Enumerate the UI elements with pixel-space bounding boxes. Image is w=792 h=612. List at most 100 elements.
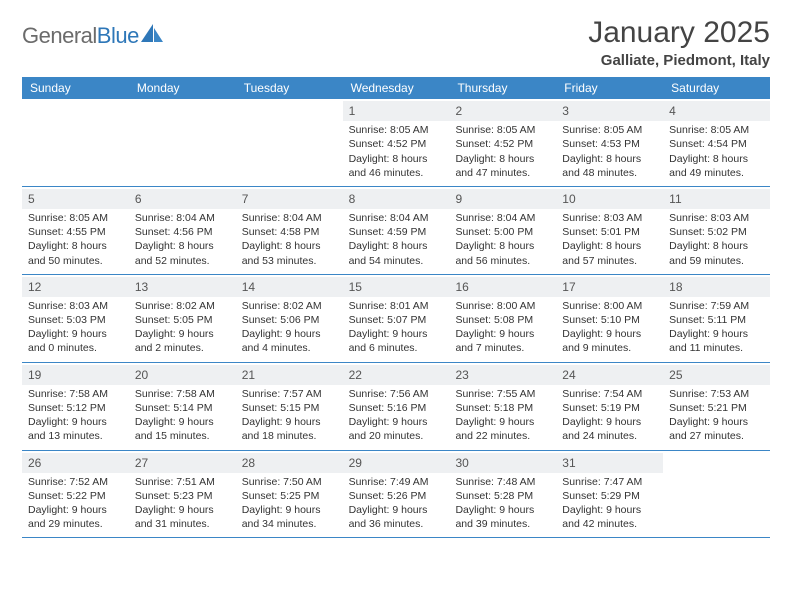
- day-number: 17: [556, 277, 663, 297]
- day-daylight1: Daylight: 9 hours: [135, 503, 230, 517]
- day-sunrise: Sunrise: 8:04 AM: [455, 211, 550, 225]
- day-daylight2: and 18 minutes.: [242, 429, 337, 443]
- day-daylight2: and 49 minutes.: [669, 166, 764, 180]
- day-daylight2: and 7 minutes.: [455, 341, 550, 355]
- day-number: 13: [129, 277, 236, 297]
- day-sunrise: Sunrise: 8:02 AM: [135, 299, 230, 313]
- day-sunset: Sunset: 5:01 PM: [562, 225, 657, 239]
- day-cell: 6Sunrise: 8:04 AMSunset: 4:56 PMDaylight…: [129, 187, 236, 274]
- sail-icon: [139, 22, 165, 49]
- day-cell: [129, 99, 236, 186]
- day-sunset: Sunset: 5:08 PM: [455, 313, 550, 327]
- day-sunset: Sunset: 5:06 PM: [242, 313, 337, 327]
- day-sunset: Sunset: 5:18 PM: [455, 401, 550, 415]
- day-sunrise: Sunrise: 8:02 AM: [242, 299, 337, 313]
- day-sunrise: Sunrise: 8:05 AM: [455, 123, 550, 137]
- day-cell: 22Sunrise: 7:56 AMSunset: 5:16 PMDayligh…: [343, 363, 450, 450]
- day-sunrise: Sunrise: 8:03 AM: [562, 211, 657, 225]
- day-cell: 2Sunrise: 8:05 AMSunset: 4:52 PMDaylight…: [449, 99, 556, 186]
- day-number: 19: [22, 365, 129, 385]
- day-cell: 13Sunrise: 8:02 AMSunset: 5:05 PMDayligh…: [129, 275, 236, 362]
- day-daylight1: Daylight: 9 hours: [669, 415, 764, 429]
- week-row: 1Sunrise: 8:05 AMSunset: 4:52 PMDaylight…: [22, 99, 770, 187]
- day-daylight1: Daylight: 9 hours: [28, 327, 123, 341]
- day-sunset: Sunset: 5:05 PM: [135, 313, 230, 327]
- day-number: 6: [129, 189, 236, 209]
- day-sunrise: Sunrise: 7:58 AM: [28, 387, 123, 401]
- day-sunset: Sunset: 5:07 PM: [349, 313, 444, 327]
- day-daylight2: and 24 minutes.: [562, 429, 657, 443]
- day-cell: 7Sunrise: 8:04 AMSunset: 4:58 PMDaylight…: [236, 187, 343, 274]
- day-cell: 25Sunrise: 7:53 AMSunset: 5:21 PMDayligh…: [663, 363, 770, 450]
- day-sunrise: Sunrise: 7:49 AM: [349, 475, 444, 489]
- day-daylight2: and 50 minutes.: [28, 254, 123, 268]
- day-sunset: Sunset: 4:52 PM: [455, 137, 550, 151]
- day-number: 27: [129, 453, 236, 473]
- day-sunset: Sunset: 5:22 PM: [28, 489, 123, 503]
- day-sunset: Sunset: 5:16 PM: [349, 401, 444, 415]
- day-sunset: Sunset: 4:59 PM: [349, 225, 444, 239]
- day-number: 8: [343, 189, 450, 209]
- day-cell: 29Sunrise: 7:49 AMSunset: 5:26 PMDayligh…: [343, 451, 450, 538]
- day-daylight1: Daylight: 8 hours: [669, 152, 764, 166]
- day-sunset: Sunset: 5:00 PM: [455, 225, 550, 239]
- day-daylight2: and 27 minutes.: [669, 429, 764, 443]
- day-daylight1: Daylight: 8 hours: [562, 239, 657, 253]
- day-sunrise: Sunrise: 7:50 AM: [242, 475, 337, 489]
- day-number: 14: [236, 277, 343, 297]
- day-sunrise: Sunrise: 7:55 AM: [455, 387, 550, 401]
- day-number: 30: [449, 453, 556, 473]
- day-sunset: Sunset: 4:55 PM: [28, 225, 123, 239]
- day-header-row: Sunday Monday Tuesday Wednesday Thursday…: [22, 77, 770, 99]
- day-sunset: Sunset: 4:52 PM: [349, 137, 444, 151]
- day-sunrise: Sunrise: 8:04 AM: [349, 211, 444, 225]
- day-cell: 28Sunrise: 7:50 AMSunset: 5:25 PMDayligh…: [236, 451, 343, 538]
- day-number: 15: [343, 277, 450, 297]
- day-daylight2: and 20 minutes.: [349, 429, 444, 443]
- day-cell: 5Sunrise: 8:05 AMSunset: 4:55 PMDaylight…: [22, 187, 129, 274]
- day-daylight2: and 36 minutes.: [349, 517, 444, 531]
- day-number: 4: [663, 101, 770, 121]
- day-sunrise: Sunrise: 8:05 AM: [669, 123, 764, 137]
- day-daylight1: Daylight: 9 hours: [455, 415, 550, 429]
- day-daylight2: and 46 minutes.: [349, 166, 444, 180]
- day-cell: 21Sunrise: 7:57 AMSunset: 5:15 PMDayligh…: [236, 363, 343, 450]
- day-sunrise: Sunrise: 8:01 AM: [349, 299, 444, 313]
- day-cell: 8Sunrise: 8:04 AMSunset: 4:59 PMDaylight…: [343, 187, 450, 274]
- day-cell: 15Sunrise: 8:01 AMSunset: 5:07 PMDayligh…: [343, 275, 450, 362]
- brand-name-blue: Blue: [97, 23, 139, 48]
- day-number: 24: [556, 365, 663, 385]
- day-number: [236, 101, 343, 121]
- week-row: 5Sunrise: 8:05 AMSunset: 4:55 PMDaylight…: [22, 187, 770, 275]
- day-number: 2: [449, 101, 556, 121]
- title-block: January 2025 Galliate, Piedmont, Italy: [588, 16, 770, 69]
- day-cell: 4Sunrise: 8:05 AMSunset: 4:54 PMDaylight…: [663, 99, 770, 186]
- day-sunrise: Sunrise: 8:05 AM: [28, 211, 123, 225]
- day-cell: 1Sunrise: 8:05 AMSunset: 4:52 PMDaylight…: [343, 99, 450, 186]
- day-sunset: Sunset: 4:56 PM: [135, 225, 230, 239]
- day-header-cell: Friday: [556, 77, 663, 99]
- day-sunrise: Sunrise: 8:05 AM: [349, 123, 444, 137]
- day-sunrise: Sunrise: 8:05 AM: [562, 123, 657, 137]
- page-container: GeneralBlue January 2025 Galliate, Piedm…: [0, 0, 792, 554]
- day-sunrise: Sunrise: 7:48 AM: [455, 475, 550, 489]
- week-row: 12Sunrise: 8:03 AMSunset: 5:03 PMDayligh…: [22, 275, 770, 363]
- day-sunset: Sunset: 5:23 PM: [135, 489, 230, 503]
- day-sunrise: Sunrise: 8:00 AM: [455, 299, 550, 313]
- day-cell: 30Sunrise: 7:48 AMSunset: 5:28 PMDayligh…: [449, 451, 556, 538]
- day-cell: 17Sunrise: 8:00 AMSunset: 5:10 PMDayligh…: [556, 275, 663, 362]
- day-number: 7: [236, 189, 343, 209]
- day-number: [129, 101, 236, 121]
- day-daylight2: and 34 minutes.: [242, 517, 337, 531]
- day-daylight2: and 42 minutes.: [562, 517, 657, 531]
- day-cell: 16Sunrise: 8:00 AMSunset: 5:08 PMDayligh…: [449, 275, 556, 362]
- day-daylight2: and 15 minutes.: [135, 429, 230, 443]
- day-daylight1: Daylight: 9 hours: [28, 503, 123, 517]
- day-sunrise: Sunrise: 7:56 AM: [349, 387, 444, 401]
- day-sunset: Sunset: 5:12 PM: [28, 401, 123, 415]
- day-daylight2: and 54 minutes.: [349, 254, 444, 268]
- day-cell: 11Sunrise: 8:03 AMSunset: 5:02 PMDayligh…: [663, 187, 770, 274]
- brand-name: GeneralBlue: [22, 23, 139, 49]
- calendar: Sunday Monday Tuesday Wednesday Thursday…: [22, 77, 770, 538]
- day-cell: 18Sunrise: 7:59 AMSunset: 5:11 PMDayligh…: [663, 275, 770, 362]
